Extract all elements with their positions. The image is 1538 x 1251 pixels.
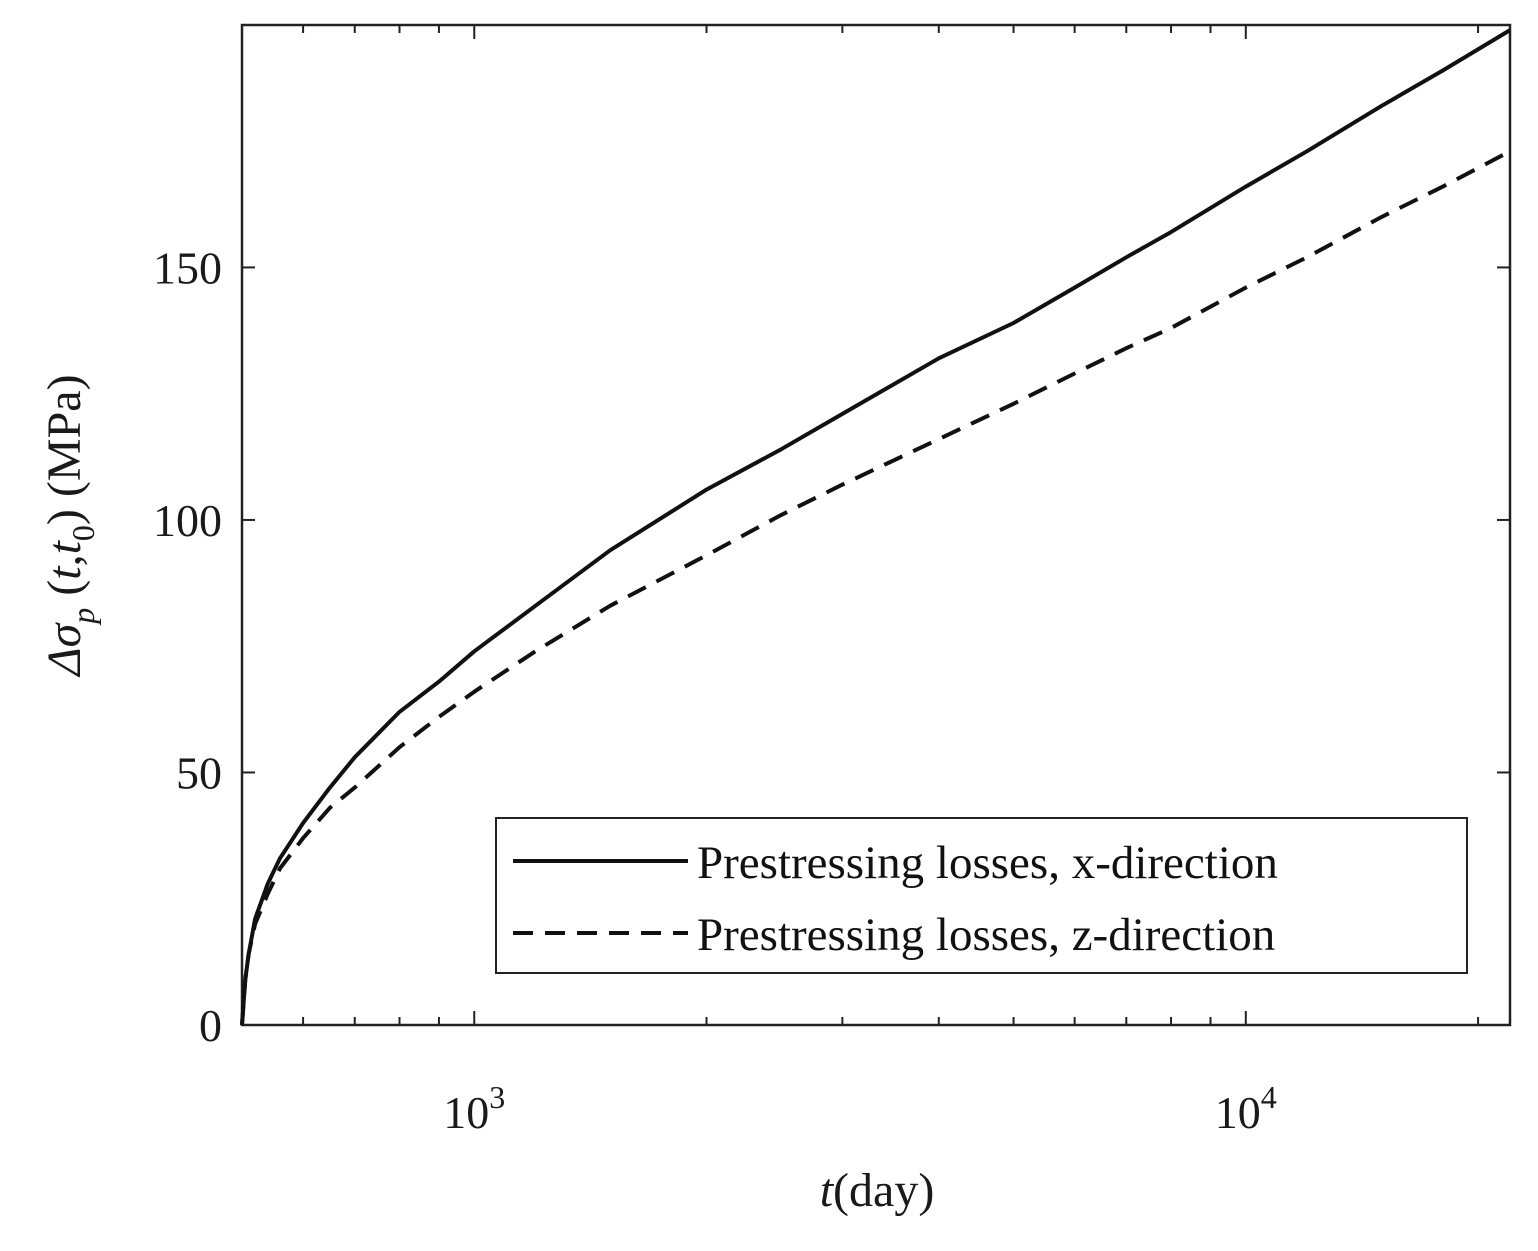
legend: Prestressing losses, x-direction Prestre… — [495, 817, 1468, 974]
y-axis-title-close: ) (MPa) — [38, 374, 91, 525]
x-tick-label-base: 10 — [443, 1087, 489, 1138]
y-tick-label: 0 — [199, 1000, 222, 1051]
x-tick-label: 104 — [1215, 1079, 1277, 1138]
x-tick-label: 103 — [443, 1079, 505, 1138]
x-tick-label-exponent: 3 — [489, 1079, 505, 1115]
y-tick-label: 150 — [153, 242, 222, 293]
x-tick-labels: 103 104 — [443, 1079, 1277, 1138]
y-axis-title-open: ( — [38, 580, 91, 608]
y-axis-title-delta-sigma: Δσ — [38, 621, 91, 677]
x-tick-label-base: 10 — [1215, 1087, 1261, 1138]
y-axis-title-t: t — [38, 565, 91, 580]
series-line-z-direction — [240, 149, 1511, 1026]
y-axis-title-sub-0: 0 — [65, 525, 101, 541]
x-axis-title-variable: t — [820, 1164, 835, 1217]
y-axis-title: Δσp (t,t0) (MPa) — [38, 374, 101, 677]
y-tick-labels: 0 50 100 150 — [153, 242, 222, 1051]
y-tick-label: 50 — [176, 747, 222, 798]
y-axis-title-t0: t — [38, 539, 91, 554]
legend-box — [495, 817, 1468, 974]
legend-label-z-direction: Prestressing losses, z-direction — [697, 909, 1275, 961]
legend-label-x-direction: Prestressing losses, x-direction — [697, 837, 1278, 889]
series-lines — [240, 28, 1512, 1026]
x-axis-title-unit: (day) — [833, 1164, 934, 1217]
x-tick-label-exponent: 4 — [1261, 1079, 1277, 1115]
y-tick-label: 100 — [153, 495, 222, 546]
plot-frame — [240, 23, 1512, 1027]
y-axis-title-comma: , — [38, 554, 91, 566]
y-axis-title-sub-p: p — [65, 608, 101, 626]
x-axis-title: t(day) — [820, 1164, 935, 1217]
axis-ticks — [242, 25, 1510, 1026]
series-line-x-direction — [240, 28, 1512, 1026]
